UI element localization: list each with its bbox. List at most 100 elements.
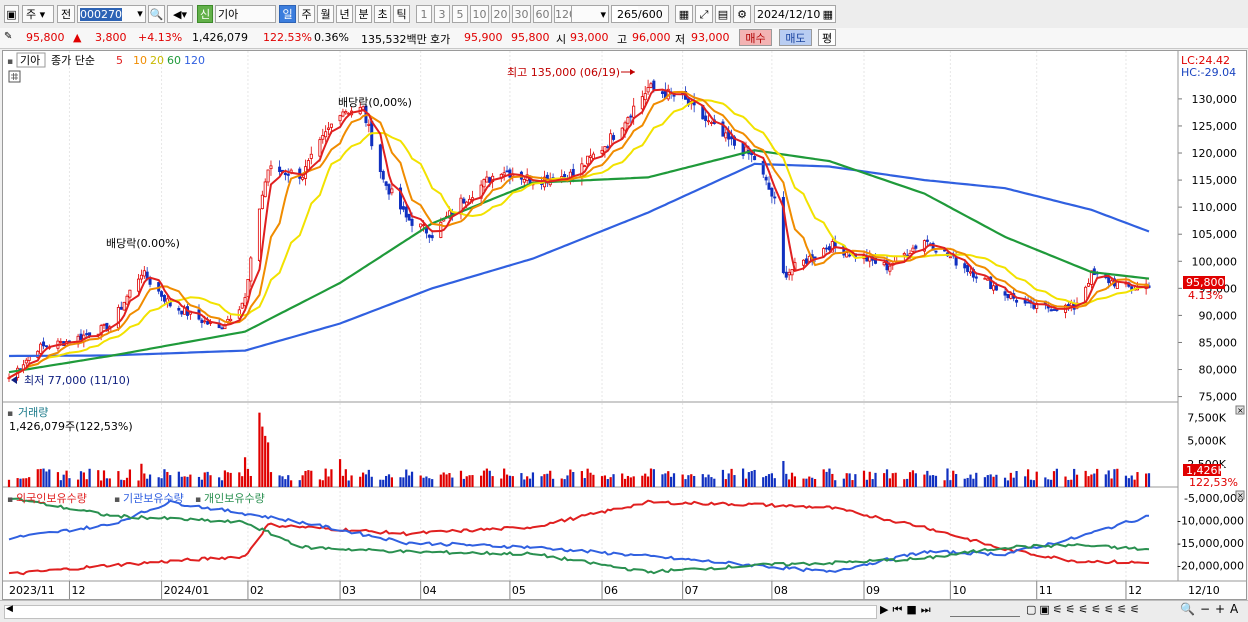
volume-bar [390, 477, 393, 487]
candle-body [229, 318, 233, 322]
buy-button[interactable]: 매수 [739, 29, 772, 46]
period-button-5[interactable]: 초 [374, 5, 391, 23]
volume-bar [603, 475, 607, 487]
candle-body [825, 247, 829, 250]
crosshair-icon[interactable]: ⤢ [695, 5, 713, 23]
interval-button-20[interactable]: 20 [491, 5, 510, 23]
holdings-tick-label: -10,000,000 [1177, 514, 1244, 527]
candle-body [419, 223, 423, 228]
current-price-tag-label: 95,800 [1186, 276, 1225, 289]
grid-icon[interactable]: ▦ [675, 5, 693, 23]
volume-bar [146, 478, 149, 487]
candle-body [925, 239, 929, 242]
close-icon[interactable]: × [1237, 406, 1244, 415]
stock-code-input[interactable]: 000270 [77, 5, 146, 23]
volume-bar [160, 478, 163, 487]
volume-bar [28, 477, 31, 487]
volume-bar [1015, 470, 1018, 487]
save-icon[interactable]: ▤ [715, 5, 731, 23]
close-icon[interactable]: × [1237, 491, 1244, 500]
sell-button[interactable]: 매도 [779, 29, 812, 46]
period-button-6[interactable]: 틱 [393, 5, 410, 23]
chart-panel[interactable]: 130,000 125,000 120,000 115,000 110,000 105,0… [2, 50, 1247, 600]
candle-body [309, 153, 313, 159]
volume-ratio-label: 122,53% [1189, 476, 1238, 489]
volume-bar [503, 468, 506, 487]
zoom-slider[interactable] [950, 604, 1020, 617]
volume-bar [955, 474, 958, 487]
candle-body [85, 333, 89, 336]
search-icon[interactable]: 🔍 [148, 5, 165, 23]
price-tick-label: 130,000 [1192, 93, 1238, 106]
volume-bar [1107, 470, 1110, 487]
count-field[interactable]: 265/600 [611, 5, 669, 23]
price-tick-label: 110,000 [1192, 201, 1238, 214]
date-field[interactable]: 2024/12/10 ▦ [754, 5, 836, 23]
scope-button[interactable]: 전 [57, 5, 75, 23]
candle-body [329, 123, 333, 128]
calendar-icon[interactable]: ▦ [822, 8, 833, 21]
code-dropdown-icon[interactable]: ▾ [137, 7, 143, 20]
volume-bar [888, 478, 892, 487]
candle-body [922, 240, 926, 252]
period-button-4[interactable]: 분 [355, 5, 372, 23]
volume-bar [1110, 478, 1113, 487]
candle-body [709, 122, 713, 124]
candle-body [447, 210, 451, 219]
period-button-0[interactable]: 일 [279, 5, 296, 23]
period-button-3[interactable]: 년 [336, 5, 353, 23]
candle-body [139, 274, 143, 280]
x-tick-label: 04 [423, 584, 437, 597]
volume-bar [500, 478, 503, 487]
low-annotation: 최저 77,000 (11/10) [24, 374, 130, 387]
stock-name-field[interactable]: 기아 [215, 5, 276, 23]
candle-body [318, 139, 322, 157]
interval-button-10[interactable]: 10 [470, 5, 489, 23]
chart-svg[interactable]: 130,000125,000120,000115,000110,000105,0… [3, 51, 1246, 599]
empty-select[interactable]: ▾ [571, 5, 609, 23]
volume-bar [105, 478, 108, 487]
interval-button-60[interactable]: 60 [533, 5, 552, 23]
volume-bar [808, 476, 811, 487]
candle-body [874, 257, 878, 264]
interval-button-30[interactable]: 30 [512, 5, 531, 23]
volume-bar [540, 476, 543, 487]
playback-controls[interactable]: ▶⏮■⏭ [880, 603, 935, 616]
interval-button-1[interactable]: 1 [416, 5, 432, 23]
interval-button-5[interactable]: 5 [452, 5, 468, 23]
tool-icons[interactable]: ▢▣⚟⚟⚟⚟⚟⚟⚟ [1026, 603, 1143, 616]
low: 93,000 [691, 31, 730, 44]
period-button-1[interactable]: 주 [298, 5, 315, 23]
volume-bar [1104, 474, 1107, 487]
period-button-2[interactable]: 월 [317, 5, 334, 23]
volume-bar [572, 472, 575, 487]
candle-body [724, 132, 728, 139]
volume-bar [629, 477, 632, 487]
speaker-icon[interactable]: ◀▾ [167, 5, 193, 23]
volume-bar [468, 475, 471, 487]
holdings-close-icon[interactable] [1235, 490, 1245, 500]
candle-body [948, 256, 952, 259]
calc-icon[interactable] [8, 70, 21, 83]
volume-bar [811, 477, 814, 487]
ask-label: 호가 [430, 33, 451, 46]
volume-bar [1055, 468, 1058, 487]
interval-button-3[interactable]: 3 [434, 5, 450, 23]
volume-bar [488, 470, 491, 487]
scroll-track[interactable]: ◀ [4, 604, 877, 619]
candle-body [914, 245, 918, 249]
volume-bar [934, 475, 938, 487]
market-select[interactable]: 주 ▾ [22, 5, 54, 23]
candle-body [646, 87, 650, 93]
scroll-left-icon[interactable]: ◀ [6, 604, 13, 614]
zoom-icons[interactable]: 🔍−+A [1180, 602, 1244, 616]
pin-icon[interactable]: ✎ [4, 31, 13, 42]
volume-bar [551, 478, 555, 487]
candle-body [341, 111, 345, 117]
volume-bar [218, 477, 221, 487]
volume-close-icon[interactable] [1235, 405, 1245, 415]
candle-body [753, 156, 757, 161]
settings-icon[interactable]: ⚙ [733, 5, 751, 23]
window-icon[interactable]: ▣ [4, 5, 19, 23]
evaluate-button[interactable]: 평 [818, 29, 836, 46]
